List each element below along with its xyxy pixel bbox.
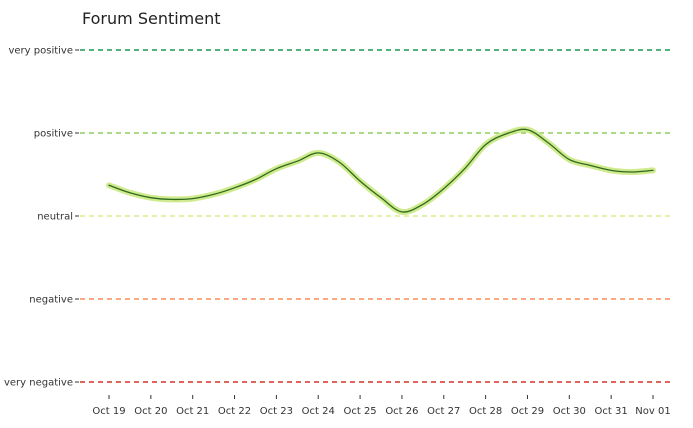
x-tick-label: Oct 22 <box>218 406 251 417</box>
y-tick-label-very-negative: very negative <box>4 378 73 389</box>
x-tick-label: Oct 31 <box>595 406 628 417</box>
y-tick-label-neutral: neutral <box>37 212 73 223</box>
y-tick-label-negative: negative <box>29 295 73 306</box>
sentiment-levels: very positive positive neutral negative very… <box>4 46 672 389</box>
x-tick-label: Oct 26 <box>385 406 418 417</box>
x-tick-label: Oct 23 <box>260 406 293 417</box>
x-tick-label: Oct 24 <box>302 406 335 417</box>
y-tick-label-very-positive: very positive <box>8 46 73 57</box>
sentiment-confidence-band <box>106 126 656 216</box>
x-tick-label: Oct 27 <box>427 406 460 417</box>
x-tick-label: Oct 28 <box>469 406 502 417</box>
x-tick-label: Oct 25 <box>343 406 376 417</box>
sentiment-series <box>106 126 656 216</box>
x-tick-label: Nov 01 <box>635 406 670 417</box>
x-tick-label: Oct 21 <box>176 406 209 417</box>
x-tick-label: Oct 29 <box>511 406 544 417</box>
sentiment-line <box>108 128 654 213</box>
y-tick-label-positive: positive <box>34 129 73 140</box>
x-tick-label: Oct 30 <box>553 406 586 417</box>
x-axis: Oct 19 Oct 20 Oct 21 Oct 22 Oct 23 Oct 24 Oct … <box>92 395 671 417</box>
x-tick-label: Oct 19 <box>92 406 125 417</box>
x-tick-label: Oct 20 <box>134 406 167 417</box>
chart-title: Forum Sentiment <box>82 9 221 28</box>
